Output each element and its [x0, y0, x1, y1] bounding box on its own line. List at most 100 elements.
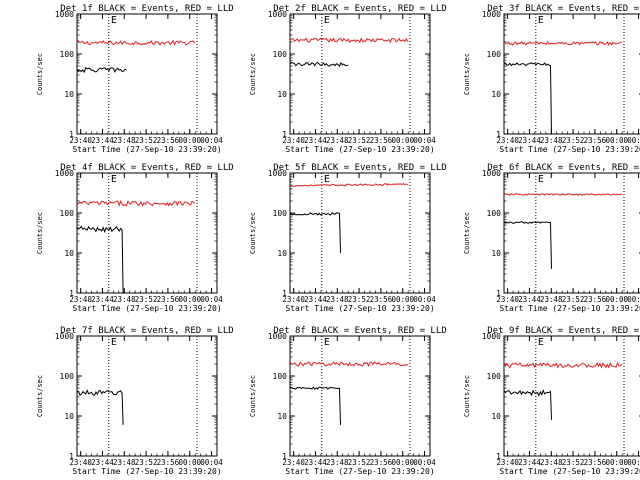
lld-rate-line — [289, 37, 409, 44]
x-tick-label: 23:56 — [584, 295, 607, 304]
x-tick-label: 23:44 — [91, 458, 114, 467]
y-tick-label: 100 — [60, 50, 75, 59]
y-tick-label: 1000 — [268, 332, 287, 341]
x-tick-label: 23:52 — [348, 458, 371, 467]
x-axis-label: Start Time (27-Sep-10 23:39:20) — [285, 145, 434, 154]
x-tick-label: 23:44 — [304, 295, 327, 304]
x-tick-label: 00:04 — [627, 136, 640, 145]
y-tick-label: 10 — [64, 249, 74, 258]
y-tick-label: 100 — [60, 372, 75, 381]
x-tick-label: 23:48 — [326, 458, 349, 467]
panel-1: Det 1f BLACK = Events, RED = LLD 1 10 100 10… — [36, 4, 234, 154]
plot-frame — [76, 335, 218, 457]
x-tick-label: 23:52 — [348, 136, 371, 145]
panel-3: Det 3f BLACK = Events, RED = LLD 1 10 100 10… — [463, 4, 640, 154]
events-rate-line — [76, 66, 127, 74]
x-tick-label: 00:00 — [178, 136, 201, 145]
x-axis-label: Start Time (27-Sep-10 23:39:20) — [72, 145, 221, 154]
lld-rate-line — [76, 39, 196, 46]
x-axis-label: Start Time (27-Sep-10 23:39:20) — [285, 467, 434, 476]
x-axis-label: Start Time (27-Sep-10 23:39:20) — [499, 467, 640, 476]
chart-title: Det 4f BLACK = Events, RED = LLD — [60, 163, 233, 173]
chart-title: Det 1f BLACK = Events, RED = LLD — [60, 4, 233, 14]
chart-title: Det 3f BLACK = Events, RED = LLD — [487, 4, 640, 14]
y-tick-label: 1 — [496, 289, 501, 298]
x-tick-label: 23:56 — [584, 136, 607, 145]
y-tick-label: 1000 — [482, 169, 501, 178]
events-rate-line — [503, 221, 552, 269]
y-tick-label: 10 — [277, 412, 287, 421]
lld-rate-line — [503, 193, 622, 196]
events-rate-line — [76, 389, 124, 425]
x-tick-label: 23:40 — [282, 458, 305, 467]
panel-2: Det 2f BLACK = Events, RED = LLD 1 10 100 10… — [249, 4, 447, 154]
x-tick-label: 23:44 — [91, 136, 114, 145]
event-marker-label: E — [111, 15, 117, 26]
x-tick-label: 23:44 — [518, 136, 541, 145]
x-axis-label: Start Time (27-Sep-10 23:39:20) — [285, 304, 434, 313]
event-marker-label: E — [538, 174, 544, 185]
chart-title: Det 7f BLACK = Events, RED = LLD — [60, 326, 233, 336]
event-marker-label: E — [111, 174, 117, 185]
x-tick-label: 23:52 — [135, 458, 158, 467]
x-tick-label: 23:40 — [496, 136, 519, 145]
x-tick-label: 00:04 — [200, 136, 223, 145]
x-tick-label: 23:40 — [282, 136, 305, 145]
x-tick-label: 23:56 — [370, 295, 393, 304]
panel-5: Det 5f BLACK = Events, RED = LLD 1 10 100 10… — [249, 163, 447, 313]
panel-8: Det 8f BLACK = Events, RED = LLD 1 10 100 10… — [249, 326, 447, 476]
x-tick-label: 23:44 — [518, 458, 541, 467]
y-tick-label: 10 — [491, 249, 501, 258]
y-tick-label: 10 — [64, 90, 74, 99]
events-rate-line — [289, 61, 349, 67]
lld-rate-line — [289, 361, 409, 367]
chart-title: Det 8f BLACK = Events, RED = LLD — [273, 326, 446, 336]
y-tick-label: 1 — [282, 289, 287, 298]
x-tick-label: 23:40 — [69, 136, 92, 145]
y-tick-label: 100 — [273, 50, 288, 59]
x-tick-label: 00:04 — [413, 295, 436, 304]
y-axis-label: Counts/sec — [249, 375, 257, 417]
x-tick-label: 23:48 — [113, 295, 136, 304]
x-tick-label: 23:56 — [157, 458, 180, 467]
y-tick-label: 100 — [487, 209, 502, 218]
lld-rate-line — [503, 40, 622, 46]
x-tick-label: 00:04 — [200, 295, 223, 304]
y-axis-label: Counts/sec — [249, 53, 257, 95]
events-rate-line — [289, 211, 341, 254]
x-tick-label: 23:52 — [135, 136, 158, 145]
y-tick-label: 1000 — [482, 332, 501, 341]
x-tick-label: 23:40 — [496, 295, 519, 304]
x-tick-label: 00:00 — [605, 136, 628, 145]
y-tick-label: 1000 — [55, 332, 74, 341]
x-tick-label: 23:52 — [135, 295, 158, 304]
y-tick-label: 100 — [487, 50, 502, 59]
x-tick-label: 00:00 — [605, 295, 628, 304]
plot-frame — [503, 172, 640, 294]
y-tick-label: 100 — [487, 372, 502, 381]
event-marker-label: E — [324, 15, 330, 26]
y-tick-label: 100 — [273, 209, 288, 218]
x-tick-label: 23:56 — [157, 136, 180, 145]
x-tick-label: 23:52 — [562, 458, 585, 467]
plot-frame — [289, 335, 431, 457]
x-tick-label: 23:56 — [370, 458, 393, 467]
event-marker-label: E — [324, 174, 330, 185]
x-tick-label: 23:56 — [157, 295, 180, 304]
x-axis-label: Start Time (27-Sep-10 23:39:20) — [499, 304, 640, 313]
panel-6: Det 6f BLACK = Events, RED = LLD 1 10 100 10… — [463, 163, 640, 313]
x-tick-label: 23:52 — [348, 295, 371, 304]
x-tick-label: 23:48 — [113, 136, 136, 145]
x-axis-label: Start Time (27-Sep-10 23:39:20) — [72, 467, 221, 476]
y-axis-label: Counts/sec — [249, 212, 257, 254]
y-tick-label: 10 — [277, 249, 287, 258]
x-tick-label: 00:00 — [178, 295, 201, 304]
plot-frame — [503, 13, 640, 135]
y-tick-label: 1 — [282, 452, 287, 461]
y-tick-label: 1 — [496, 452, 501, 461]
y-axis-label: Counts/sec — [463, 375, 471, 417]
x-tick-label: 23:40 — [496, 458, 519, 467]
chart-title: Det 2f BLACK = Events, RED = LLD — [273, 4, 446, 14]
x-tick-label: 00:00 — [178, 458, 201, 467]
